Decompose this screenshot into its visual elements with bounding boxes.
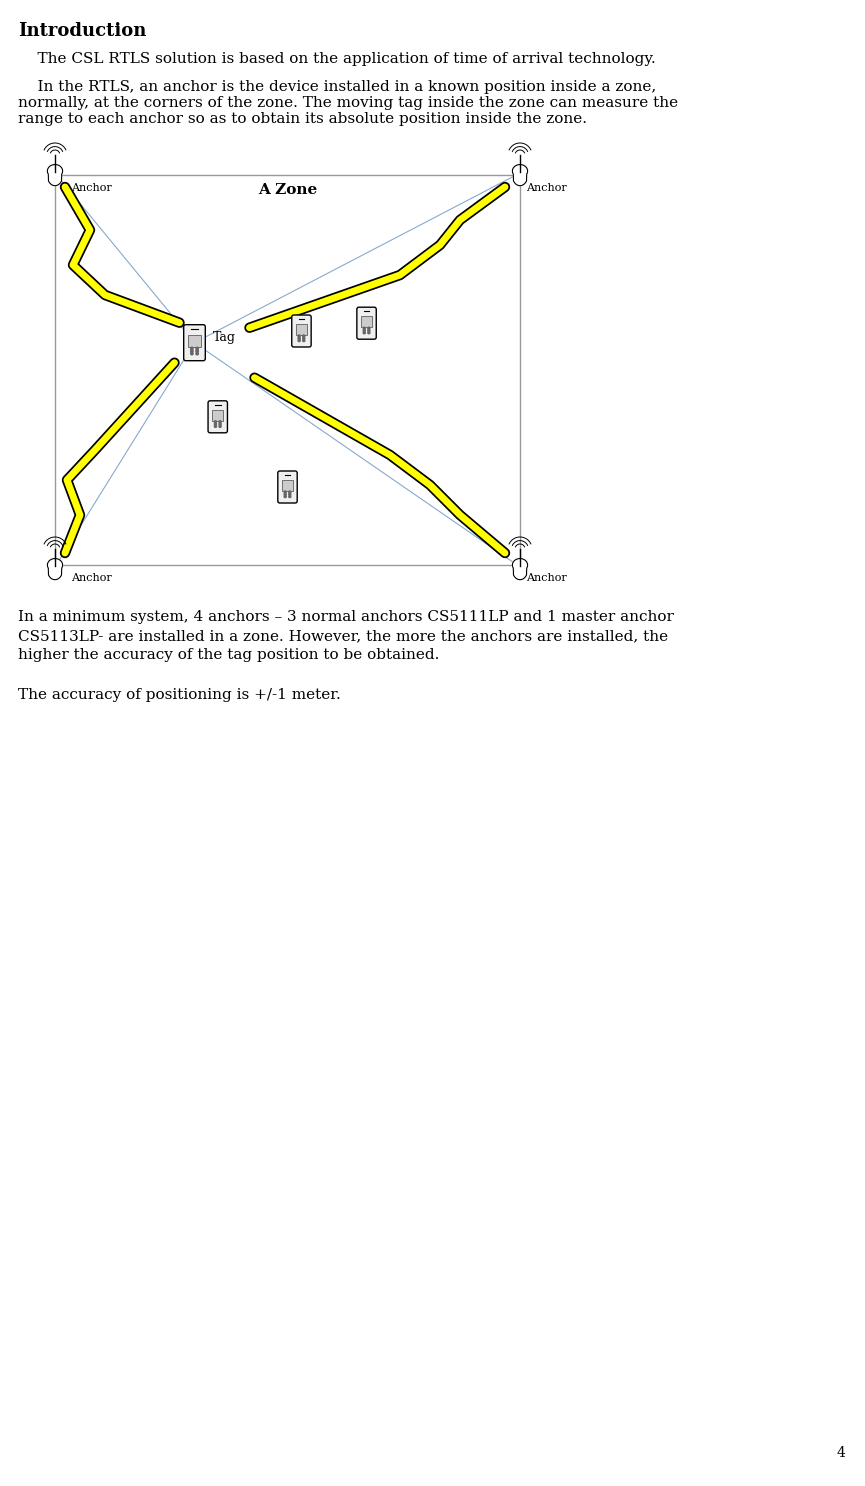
- Text: The accuracy of positioning is +/-1 meter.: The accuracy of positioning is +/-1 mete…: [18, 688, 341, 701]
- FancyBboxPatch shape: [292, 315, 311, 348]
- Text: Anchor: Anchor: [526, 183, 567, 193]
- Circle shape: [190, 352, 193, 355]
- FancyBboxPatch shape: [357, 308, 376, 339]
- FancyBboxPatch shape: [278, 471, 298, 502]
- Text: Tag: Tag: [213, 331, 235, 345]
- Circle shape: [298, 334, 300, 337]
- Circle shape: [215, 421, 216, 424]
- Bar: [55, 175, 520, 565]
- Polygon shape: [512, 165, 528, 186]
- Circle shape: [303, 334, 304, 337]
- FancyBboxPatch shape: [183, 325, 205, 361]
- Circle shape: [219, 424, 221, 425]
- Circle shape: [219, 425, 221, 428]
- Circle shape: [195, 348, 198, 349]
- Circle shape: [303, 337, 304, 339]
- Circle shape: [368, 327, 370, 330]
- Text: 4: 4: [836, 1446, 845, 1461]
- FancyBboxPatch shape: [208, 401, 227, 432]
- Circle shape: [363, 331, 365, 334]
- Circle shape: [363, 330, 365, 331]
- Circle shape: [298, 337, 300, 339]
- Circle shape: [284, 495, 286, 498]
- Circle shape: [368, 330, 370, 331]
- Bar: [213, 410, 223, 421]
- Text: The CSL RTLS solution is based on the application of time of arrival technology.: The CSL RTLS solution is based on the ap…: [18, 52, 656, 65]
- Text: A Zone: A Zone: [258, 183, 317, 198]
- Text: Anchor: Anchor: [526, 574, 567, 583]
- Text: Anchor: Anchor: [71, 183, 112, 193]
- Circle shape: [215, 425, 216, 428]
- Circle shape: [289, 495, 291, 498]
- Circle shape: [215, 424, 216, 425]
- Bar: [282, 480, 293, 490]
- Circle shape: [298, 339, 300, 342]
- Text: In a minimum system, 4 anchors – 3 normal anchors CS5111LP and 1 master anchor
C: In a minimum system, 4 anchors – 3 norma…: [18, 609, 674, 661]
- Circle shape: [363, 327, 365, 330]
- Text: Introduction: Introduction: [18, 22, 146, 40]
- Text: In the RTLS, an anchor is the device installed in a known position inside a zone: In the RTLS, an anchor is the device ins…: [18, 80, 678, 126]
- Circle shape: [190, 349, 193, 352]
- Circle shape: [195, 352, 198, 355]
- Circle shape: [303, 339, 304, 342]
- Circle shape: [190, 348, 193, 349]
- Circle shape: [289, 493, 291, 495]
- Polygon shape: [48, 165, 62, 186]
- Text: Anchor: Anchor: [71, 574, 112, 583]
- Bar: [362, 317, 372, 327]
- Polygon shape: [48, 559, 62, 580]
- Bar: [189, 334, 201, 348]
- Circle shape: [368, 331, 370, 334]
- Circle shape: [284, 490, 286, 493]
- Circle shape: [289, 490, 291, 493]
- Circle shape: [195, 349, 198, 352]
- Circle shape: [219, 421, 221, 424]
- Polygon shape: [512, 559, 528, 580]
- Circle shape: [284, 493, 286, 495]
- Bar: [296, 324, 307, 334]
